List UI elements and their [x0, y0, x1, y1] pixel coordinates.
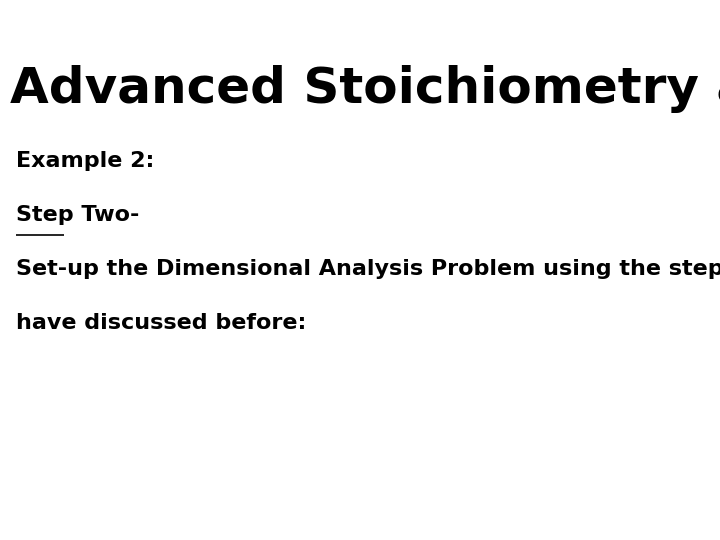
Text: Advanced Stoichiometry and Moles: Advanced Stoichiometry and Moles [11, 65, 720, 113]
Text: Set-up the Dimensional Analysis Problem using the steps we: Set-up the Dimensional Analysis Problem … [16, 259, 720, 279]
Text: Example 2:: Example 2: [16, 151, 154, 171]
Text: have discussed before:: have discussed before: [16, 313, 306, 333]
Text: Step Two-: Step Two- [16, 205, 139, 225]
